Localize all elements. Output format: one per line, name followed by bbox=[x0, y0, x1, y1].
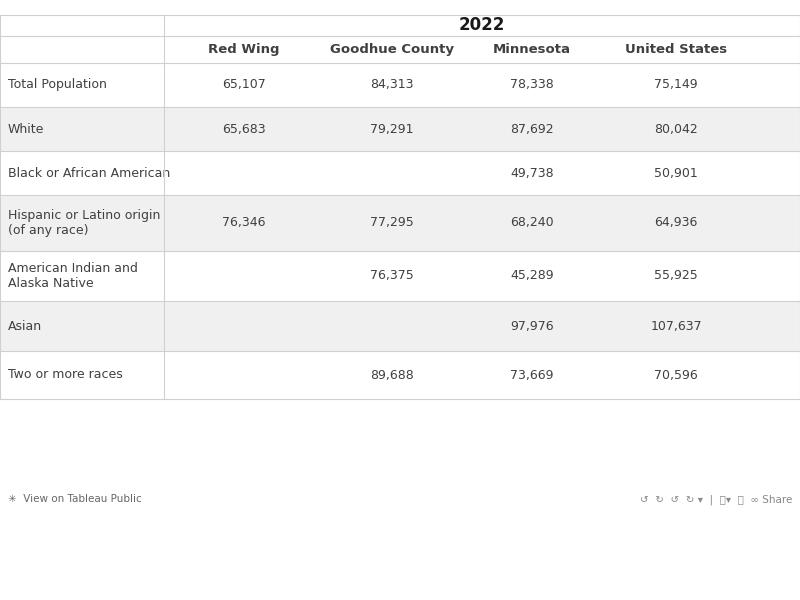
Text: Hispanic or Latino origin
(of any race): Hispanic or Latino origin (of any race) bbox=[8, 209, 160, 237]
Bar bbox=[0, 195, 800, 251]
Text: 107,637: 107,637 bbox=[650, 320, 702, 332]
Text: ✳  View on Tableau Public: ✳ View on Tableau Public bbox=[8, 494, 142, 505]
Text: American Indian and
Alaska Native: American Indian and Alaska Native bbox=[8, 262, 138, 290]
Text: 75,149: 75,149 bbox=[654, 79, 698, 91]
Text: 65,107: 65,107 bbox=[222, 79, 266, 91]
Text: 97,976: 97,976 bbox=[510, 320, 554, 332]
Text: 80,042: 80,042 bbox=[654, 122, 698, 136]
Text: 79,291: 79,291 bbox=[370, 122, 414, 136]
Bar bbox=[0, 351, 800, 399]
Text: Red Wing: Red Wing bbox=[208, 43, 280, 56]
Bar bbox=[0, 63, 800, 107]
Text: 68,240: 68,240 bbox=[510, 217, 554, 229]
Text: 76,375: 76,375 bbox=[370, 269, 414, 283]
Bar bbox=[0, 107, 800, 151]
Text: 50,901: 50,901 bbox=[654, 167, 698, 179]
Text: 76,346: 76,346 bbox=[222, 217, 266, 229]
Text: ↺  ↻  ↺  ↻ ▾  |  ⎗▾  ⎗  ∞ Share: ↺ ↻ ↺ ↻ ▾ | ⎗▾ ⎗ ∞ Share bbox=[640, 494, 792, 505]
Text: 45,289: 45,289 bbox=[510, 269, 554, 283]
Bar bbox=[0, 15, 800, 36]
Text: 73,669: 73,669 bbox=[510, 368, 554, 382]
Text: 89,688: 89,688 bbox=[370, 368, 414, 382]
Text: United States: United States bbox=[625, 43, 727, 56]
Text: Black or African American: Black or African American bbox=[8, 167, 170, 179]
Text: Two or more races: Two or more races bbox=[8, 368, 122, 382]
Text: 55,925: 55,925 bbox=[654, 269, 698, 283]
Text: 2022: 2022 bbox=[459, 16, 505, 34]
Text: 64,936: 64,936 bbox=[654, 217, 698, 229]
Bar bbox=[0, 301, 800, 351]
Text: 65,683: 65,683 bbox=[222, 122, 266, 136]
Text: Total Population: Total Population bbox=[8, 79, 107, 91]
Text: Asian: Asian bbox=[8, 320, 42, 332]
Bar bbox=[0, 151, 800, 195]
Text: White: White bbox=[8, 122, 44, 136]
Text: 70,596: 70,596 bbox=[654, 368, 698, 382]
Text: Goodhue County: Goodhue County bbox=[330, 43, 454, 56]
Text: 87,692: 87,692 bbox=[510, 122, 554, 136]
Text: 84,313: 84,313 bbox=[370, 79, 414, 91]
Text: Minnesota: Minnesota bbox=[493, 43, 571, 56]
Text: 78,338: 78,338 bbox=[510, 79, 554, 91]
Text: 49,738: 49,738 bbox=[510, 167, 554, 179]
Bar bbox=[0, 36, 800, 63]
Text: 77,295: 77,295 bbox=[370, 217, 414, 229]
Bar bbox=[0, 251, 800, 301]
